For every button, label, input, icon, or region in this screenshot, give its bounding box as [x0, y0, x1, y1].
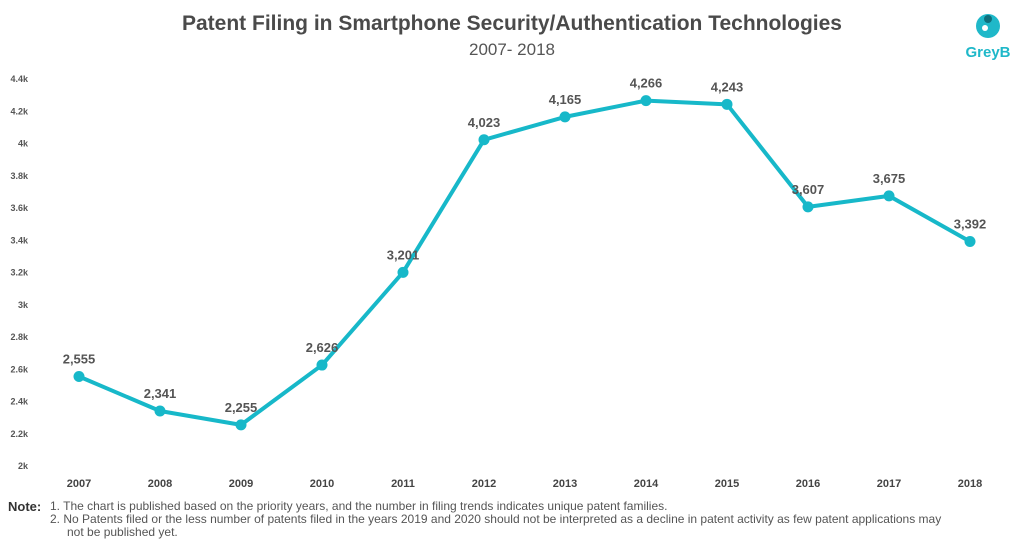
data-point: [478, 134, 490, 146]
data-label: 2,341: [144, 386, 177, 401]
x-tick-label: 2008: [148, 478, 172, 490]
note-item-1: 1. The chart is published based on the p…: [50, 499, 668, 513]
data-label: 3,201: [387, 247, 420, 262]
x-tick-label: 2011: [391, 478, 415, 490]
data-point: [316, 359, 328, 371]
y-tick-label: 2k: [18, 461, 29, 471]
x-tick-label: 2012: [472, 478, 496, 490]
y-tick-label: 3.2k: [10, 268, 29, 278]
data-label: 3,392: [954, 217, 987, 232]
data-point: [73, 371, 85, 383]
y-tick-label: 4.2k: [10, 106, 29, 116]
data-point: [235, 419, 247, 431]
data-point: [559, 111, 571, 123]
note-item-2-continued: not be published yet.: [67, 525, 178, 539]
data-label: 4,243: [711, 79, 744, 94]
note-item-2: 2. No Patents filed or the less number o…: [50, 512, 942, 526]
x-tick-label: 2009: [229, 478, 253, 490]
data-point: [964, 236, 976, 248]
y-axis: 2k 2.2k 2.4k 2.6k 2.8k 3k 3.2k 3.4k 3.6k 3.8k 4k 4.…: [10, 74, 29, 471]
x-tick-label: 2017: [877, 478, 901, 490]
greyb-logo-icon: [976, 14, 1000, 38]
x-tick-label: 2018: [958, 478, 982, 490]
data-label: 3,675: [873, 171, 906, 186]
y-tick-label: 3.6k: [10, 203, 29, 213]
data-label: 3,607: [792, 182, 825, 197]
y-tick-label: 4k: [18, 139, 29, 149]
data-point: [721, 98, 733, 110]
series-line: [77, 98, 972, 427]
chart-title: Patent Filing in Smartphone Security/Aut…: [181, 12, 842, 35]
x-tick-label: 2014: [634, 478, 659, 490]
x-tick-label: 2016: [796, 478, 820, 490]
data-label: 2,255: [225, 400, 258, 415]
x-tick-label: 2013: [553, 478, 577, 490]
y-tick-label: 3.8k: [10, 171, 29, 181]
data-label: 4,266: [630, 76, 663, 91]
x-axis: 2007 2008 2009 2010 2011 2012 2013 2014 2015 2016…: [67, 478, 982, 490]
brand-logo: GreyB: [958, 8, 1018, 66]
y-tick-label: 3.4k: [10, 235, 29, 245]
data-point: [397, 266, 409, 278]
data-point: [802, 201, 814, 213]
chart-subtitle: 2007- 2018: [468, 40, 556, 59]
series-patent-filings: [73, 95, 976, 431]
data-label: 4,023: [468, 115, 501, 130]
y-tick-label: 3k: [18, 300, 29, 310]
data-label: 4,165: [549, 92, 582, 107]
data-label: 2,626: [306, 340, 339, 355]
note-label: Note:: [8, 499, 42, 514]
y-tick-label: 2.4k: [10, 397, 29, 407]
data-labels: 2,555 2,341 2,255 2,626 3,201 4,023 4,165 4,266…: [63, 76, 987, 415]
x-tick-label: 2015: [715, 478, 739, 490]
footnotes: Note: 1. The chart is published based on…: [8, 500, 1018, 539]
x-tick-label: 2007: [67, 478, 91, 490]
data-label: 2,555: [63, 352, 96, 367]
y-tick-label: 2.6k: [10, 364, 29, 374]
y-tick-label: 2.8k: [10, 332, 29, 342]
data-point: [640, 95, 652, 107]
data-point: [883, 190, 895, 202]
brand-name: GreyB: [965, 44, 1011, 61]
y-tick-label: 4.4k: [10, 74, 29, 84]
y-tick-label: 2.2k: [10, 429, 29, 439]
x-tick-label: 2010: [310, 478, 334, 490]
data-point: [154, 405, 166, 417]
